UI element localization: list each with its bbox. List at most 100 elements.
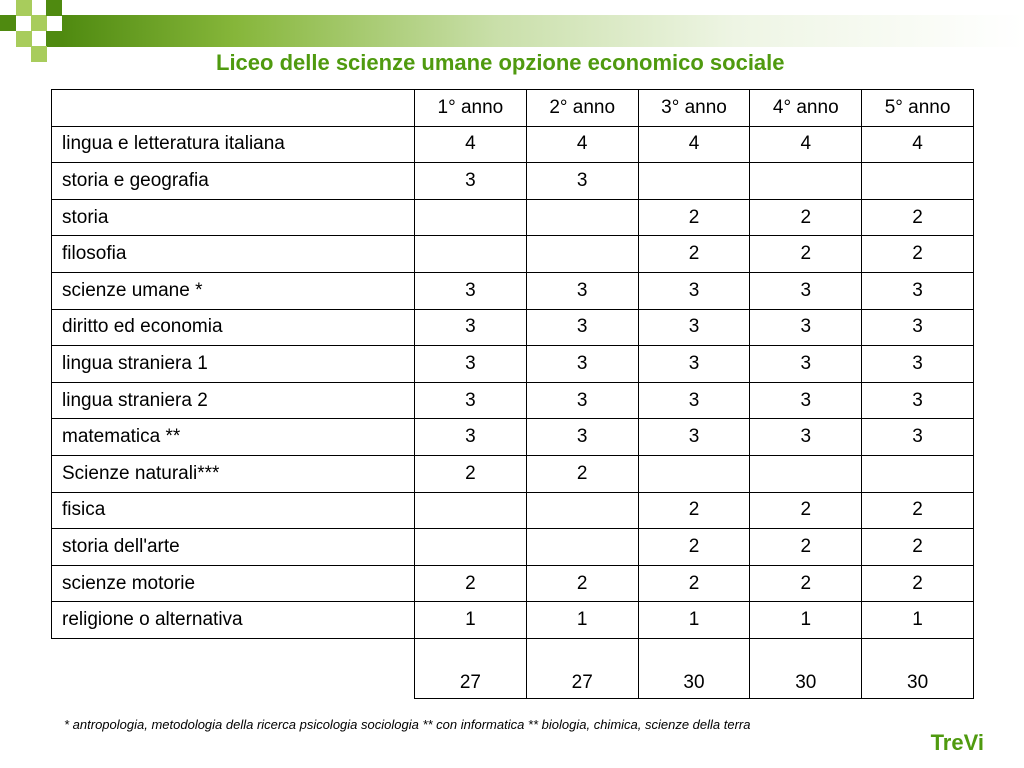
hours-cell: 4 <box>637 125 751 164</box>
hours-cell: 3 <box>637 418 751 456</box>
hours-cell: 2 <box>749 198 863 237</box>
totals-blank-cell <box>52 638 415 698</box>
page-title: Liceo delle scienze umane opzione econom… <box>216 50 785 75</box>
decor-square <box>16 0 32 16</box>
hours-cell: 1 <box>414 601 527 639</box>
hours-cell <box>414 198 527 237</box>
hours-cell: 3 <box>637 345 751 383</box>
table-row: storia 2 2 2 <box>51 198 974 237</box>
subject-cell: lingua e letteratura italiana <box>51 125 415 164</box>
subject-cell: scienze umane * <box>51 271 415 310</box>
hours-cell: 3 <box>414 381 527 420</box>
hours-cell: 2 <box>414 564 527 603</box>
hours-cell: 3 <box>637 271 751 310</box>
hours-cell: 2 <box>525 454 639 493</box>
total-cell: 27 <box>525 637 639 699</box>
table-row: matematica ** 3 3 3 3 3 <box>51 418 974 456</box>
hours-cell: 2 <box>414 454 527 493</box>
hours-cell: 3 <box>525 418 639 456</box>
hours-cell <box>861 162 974 200</box>
decor-square <box>46 0 62 16</box>
hours-cell: 3 <box>861 418 974 456</box>
hours-cell <box>861 454 974 493</box>
hours-cell: 3 <box>525 345 639 383</box>
table-row: lingua e letteratura italiana 4 4 4 4 4 <box>51 125 974 164</box>
hours-cell: 2 <box>861 491 974 530</box>
hours-cell <box>414 491 527 530</box>
hours-cell: 3 <box>414 418 527 456</box>
hours-cell: 2 <box>749 528 863 566</box>
subject-cell: Scienze naturali*** <box>51 454 415 493</box>
hours-cell: 3 <box>525 381 639 420</box>
subject-cell: scienze motorie <box>51 564 415 603</box>
column-header: 5° anno <box>861 89 974 127</box>
subject-cell: fisica <box>51 491 415 530</box>
hours-cell <box>525 528 639 566</box>
decor-square <box>46 31 62 47</box>
hours-cell: 3 <box>749 345 863 383</box>
hours-cell: 2 <box>861 198 974 237</box>
table-row: fisica 2 2 2 <box>51 491 974 530</box>
hours-cell <box>637 454 751 493</box>
table-row: scienze umane * 3 3 3 3 3 <box>51 271 974 310</box>
total-cell: 30 <box>637 637 751 699</box>
hours-cell: 2 <box>637 235 751 273</box>
subject-cell: filosofia <box>51 235 415 273</box>
header-gradient-bar <box>62 15 1024 47</box>
hours-cell: 3 <box>749 381 863 420</box>
hours-cell: 4 <box>749 125 863 164</box>
hours-cell: 3 <box>637 308 751 347</box>
table-row: storia dell'arte 2 2 2 <box>51 528 974 566</box>
subject-cell: storia dell'arte <box>51 528 415 566</box>
subject-cell: religione o alternativa <box>51 601 415 639</box>
hours-cell: 4 <box>525 125 639 164</box>
hours-cell: 2 <box>861 528 974 566</box>
hours-cell: 1 <box>749 601 863 639</box>
subject-cell: diritto ed economia <box>51 308 415 347</box>
decor-square <box>31 15 47 31</box>
hours-cell: 3 <box>525 162 639 200</box>
hours-cell: 3 <box>861 345 974 383</box>
hours-cell <box>749 162 863 200</box>
hours-cell: 2 <box>861 235 974 273</box>
hours-cell <box>749 454 863 493</box>
table-row: filosofia 2 2 2 <box>51 235 974 273</box>
decor-square <box>31 46 47 62</box>
hours-cell: 3 <box>749 308 863 347</box>
total-cell: 30 <box>861 637 974 699</box>
hours-cell: 1 <box>525 601 639 639</box>
hours-cell: 4 <box>861 125 974 164</box>
hours-cell: 3 <box>525 271 639 310</box>
hours-cell: 3 <box>414 271 527 310</box>
hours-cell: 3 <box>414 308 527 347</box>
hours-cell: 3 <box>414 345 527 383</box>
hours-cell: 3 <box>749 418 863 456</box>
hours-cell <box>637 162 751 200</box>
subject-cell: storia <box>51 198 415 237</box>
hours-cell: 3 <box>861 308 974 347</box>
hours-cell: 3 <box>637 381 751 420</box>
hours-cell: 2 <box>637 491 751 530</box>
total-cell: 30 <box>749 637 863 699</box>
hours-cell: 3 <box>861 271 974 310</box>
hours-cell: 2 <box>637 198 751 237</box>
total-cell: 27 <box>414 637 527 699</box>
header-blank-cell <box>51 89 415 127</box>
column-header: 2° anno <box>525 89 639 127</box>
table-row: diritto ed economia 3 3 3 3 3 <box>51 308 974 347</box>
hours-cell: 3 <box>861 381 974 420</box>
hours-cell: 4 <box>414 125 527 164</box>
totals-row: 27 27 30 30 30 <box>52 637 974 699</box>
hours-cell: 2 <box>749 491 863 530</box>
subject-cell: lingua straniera 1 <box>51 345 415 383</box>
hours-cell: 1 <box>861 601 974 639</box>
table-row: scienze motorie 2 2 2 2 2 <box>51 564 974 603</box>
hours-cell <box>525 198 639 237</box>
table-row: Scienze naturali*** 2 2 <box>51 454 974 493</box>
hours-cell: 1 <box>637 601 751 639</box>
column-header: 3° anno <box>637 89 751 127</box>
schedule-table: 1° anno 2° anno 3° anno 4° anno 5° anno … <box>51 89 974 699</box>
hours-cell: 2 <box>749 235 863 273</box>
column-header: 1° anno <box>414 89 527 127</box>
